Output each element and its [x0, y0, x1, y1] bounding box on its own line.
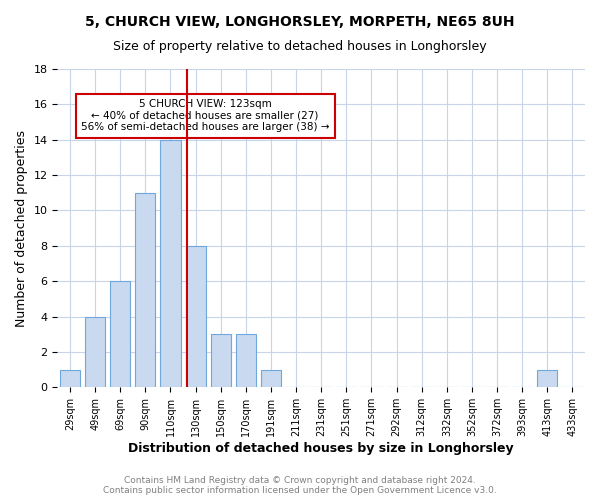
Bar [110, 281, 130, 388]
Bar [160, 140, 181, 388]
Y-axis label: Number of detached properties: Number of detached properties [15, 130, 28, 326]
Text: 5, CHURCH VIEW, LONGHORSLEY, MORPETH, NE65 8UH: 5, CHURCH VIEW, LONGHORSLEY, MORPETH, NE… [85, 15, 515, 29]
Bar [537, 370, 557, 388]
Bar [85, 316, 105, 388]
Bar [236, 334, 256, 388]
Bar [211, 334, 231, 388]
Bar [261, 370, 281, 388]
Text: 5 CHURCH VIEW: 123sqm
← 40% of detached houses are smaller (27)
56% of semi-deta: 5 CHURCH VIEW: 123sqm ← 40% of detached … [81, 99, 329, 132]
Bar [135, 193, 155, 388]
Text: Contains HM Land Registry data © Crown copyright and database right 2024.
Contai: Contains HM Land Registry data © Crown c… [103, 476, 497, 495]
Text: Size of property relative to detached houses in Longhorsley: Size of property relative to detached ho… [113, 40, 487, 53]
Bar [60, 370, 80, 388]
Bar [185, 246, 206, 388]
X-axis label: Distribution of detached houses by size in Longhorsley: Distribution of detached houses by size … [128, 442, 514, 455]
